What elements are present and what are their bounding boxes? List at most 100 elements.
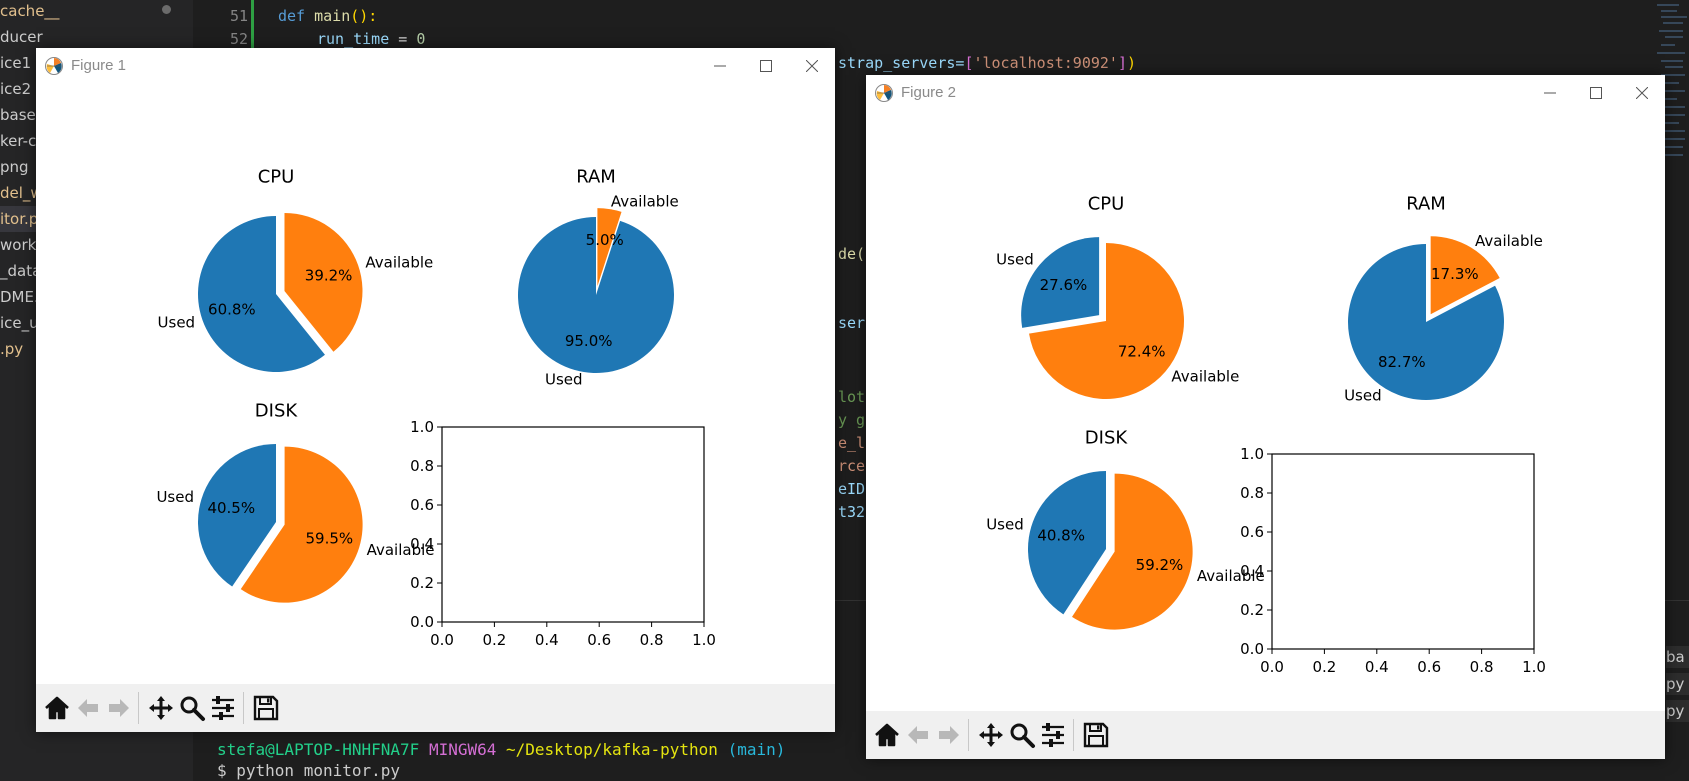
- window-title: Figure 1: [71, 57, 127, 74]
- code-fragment: ser: [838, 314, 866, 332]
- pie-category-label: Available: [611, 192, 679, 210]
- pan-button[interactable]: [976, 720, 1006, 750]
- pie-chart-cpu: CPU 27.6% Used 72.4% Available: [996, 194, 1239, 399]
- explorer-item[interactable]: cache__: [0, 2, 60, 20]
- home-button[interactable]: [42, 693, 72, 723]
- maximize-icon: [1590, 87, 1602, 99]
- window-titlebar[interactable]: Figure 2: [866, 75, 1665, 111]
- save-button[interactable]: [1081, 720, 1111, 750]
- pie-category-label: Used: [1344, 386, 1382, 404]
- configure-subplots-button[interactable]: [1038, 720, 1068, 750]
- y-tick-label: 1.0: [410, 418, 434, 436]
- pie-chart-disk: DISK 40.8% Used 59.2% Available: [986, 428, 1265, 630]
- back-arrow-button[interactable]: [73, 693, 103, 723]
- forward-arrow-button[interactable]: [104, 693, 134, 723]
- pie-percent-label: 17.3%: [1431, 265, 1479, 283]
- window-titlebar[interactable]: Figure 1: [36, 48, 835, 84]
- explorer-item[interactable]: _data: [0, 262, 42, 280]
- zoom-button[interactable]: [1007, 720, 1037, 750]
- pie-chart-ram: RAM 95.0% Used 5.0% Available: [518, 167, 679, 389]
- pie-category-label: Available: [1197, 567, 1265, 585]
- explorer-item[interactable]: DME.: [0, 288, 39, 306]
- toolbar-separator: [1073, 719, 1074, 751]
- pan-button[interactable]: [146, 693, 176, 723]
- figure-1-window: Figure 1 CPU 60.8% Used 39.2% Available RAM 95…: [36, 48, 835, 732]
- maximize-button[interactable]: [743, 48, 789, 84]
- home-icon: [45, 696, 69, 720]
- pie-percent-label: 40.5%: [207, 499, 255, 517]
- figure-canvas[interactable]: CPU 60.8% Used 39.2% Available RAM 95.0% Used 5.…: [36, 84, 835, 684]
- pie-slice-available: [597, 208, 622, 287]
- pie-percent-label: 5.0%: [586, 231, 624, 249]
- side-tab[interactable]: py: [1666, 673, 1689, 695]
- terminal-shell: MINGW64: [428, 740, 497, 759]
- code-string: 'localhost:9092': [973, 54, 1118, 72]
- explorer-item[interactable]: ducer: [0, 28, 43, 46]
- axes-frame: [441, 426, 705, 623]
- minimap[interactable]: [1655, 0, 1689, 170]
- side-tab[interactable]: ba: [1666, 646, 1689, 668]
- navigation-toolbar: [866, 711, 1665, 759]
- y-tick-label: 0.4: [1240, 562, 1264, 580]
- pie-category-label: Available: [1475, 232, 1543, 250]
- code-text: strap_servers=: [838, 54, 965, 72]
- explorer-item[interactable]: ice1: [0, 54, 32, 72]
- home-button[interactable]: [872, 720, 902, 750]
- explorer-item[interactable]: ice2: [0, 80, 32, 98]
- pie-slice-used: [1021, 237, 1100, 328]
- modified-dot: [162, 5, 171, 14]
- line-number: 51: [229, 7, 248, 25]
- terminal-user: stefa@LAPTOP-HNHFNA7F: [217, 740, 420, 759]
- save-icon: [1083, 722, 1109, 748]
- code-punct: ():: [350, 7, 378, 25]
- code-line-51: def main():: [278, 7, 377, 25]
- code-fragment: y g: [838, 411, 866, 429]
- explorer-item[interactable]: ice_us: [0, 314, 47, 332]
- save-button[interactable]: [251, 693, 281, 723]
- code-fragment: lot: [838, 388, 866, 406]
- pie-slice-used: [198, 216, 325, 372]
- explorer-item[interactable]: ker-co: [0, 132, 46, 150]
- empty-axes: 0.0 0.2 0.4 0.6 0.8 1.0 0.0 0.2 0.4 0.6 0.8 1.0: [1240, 445, 1546, 676]
- x-tick-label: 0.6: [1417, 658, 1441, 676]
- explorer-item[interactable]: .py: [0, 340, 24, 358]
- code-operator: =: [389, 30, 417, 48]
- forward-arrow-icon: [939, 726, 959, 744]
- pie-percent-label: 39.2%: [305, 266, 353, 284]
- x-tick-label: 0.4: [1365, 658, 1389, 676]
- minimize-button[interactable]: [1527, 75, 1573, 111]
- back-arrow-button[interactable]: [903, 720, 933, 750]
- pie-title: RAM: [1406, 194, 1446, 215]
- side-tab[interactable]: py: [1666, 700, 1689, 722]
- maximize-button[interactable]: [1573, 75, 1619, 111]
- toolbar-separator: [138, 692, 139, 724]
- x-tick-label: 0.4: [535, 631, 559, 649]
- y-tick-label: 1.0: [1240, 445, 1264, 463]
- figure-canvas[interactable]: CPU 27.6% Used 72.4% Available RAM 82.7% Used 17…: [866, 111, 1665, 711]
- x-tick-label: 0.8: [640, 631, 664, 649]
- pie-slice-used: [198, 444, 276, 587]
- terminal-path: ~/Desktop/kafka-python: [506, 740, 718, 759]
- code-fragment: de(: [838, 245, 866, 263]
- y-tick-label: 0.6: [410, 496, 434, 514]
- explorer-item[interactable]: base: [0, 106, 36, 124]
- minimize-button[interactable]: [697, 48, 743, 84]
- close-button[interactable]: [789, 48, 835, 84]
- empty-axes: 0.0 0.2 0.4 0.6 0.8 1.0 0.0 0.2 0.4 0.6 0.8 1.0: [410, 418, 716, 649]
- pie-category-label: Used: [158, 314, 196, 332]
- forward-arrow-button[interactable]: [934, 720, 964, 750]
- close-button[interactable]: [1619, 75, 1665, 111]
- explorer-item[interactable]: png: [0, 158, 29, 176]
- configure-subplots-button[interactable]: [208, 693, 238, 723]
- navigation-toolbar: [36, 684, 835, 732]
- zoom-button[interactable]: [177, 693, 207, 723]
- git-change-marker: [251, 0, 254, 48]
- pie-percent-label: 60.8%: [208, 301, 256, 319]
- pie-slice-available: [1072, 473, 1193, 630]
- y-tick-label: 0.8: [410, 457, 434, 475]
- pie-category-label: Used: [986, 516, 1024, 534]
- pie-slice-available: [1430, 236, 1500, 315]
- y-tick-label: 0.4: [410, 535, 434, 553]
- close-icon: [806, 60, 818, 72]
- code-fragment: eID: [838, 480, 866, 498]
